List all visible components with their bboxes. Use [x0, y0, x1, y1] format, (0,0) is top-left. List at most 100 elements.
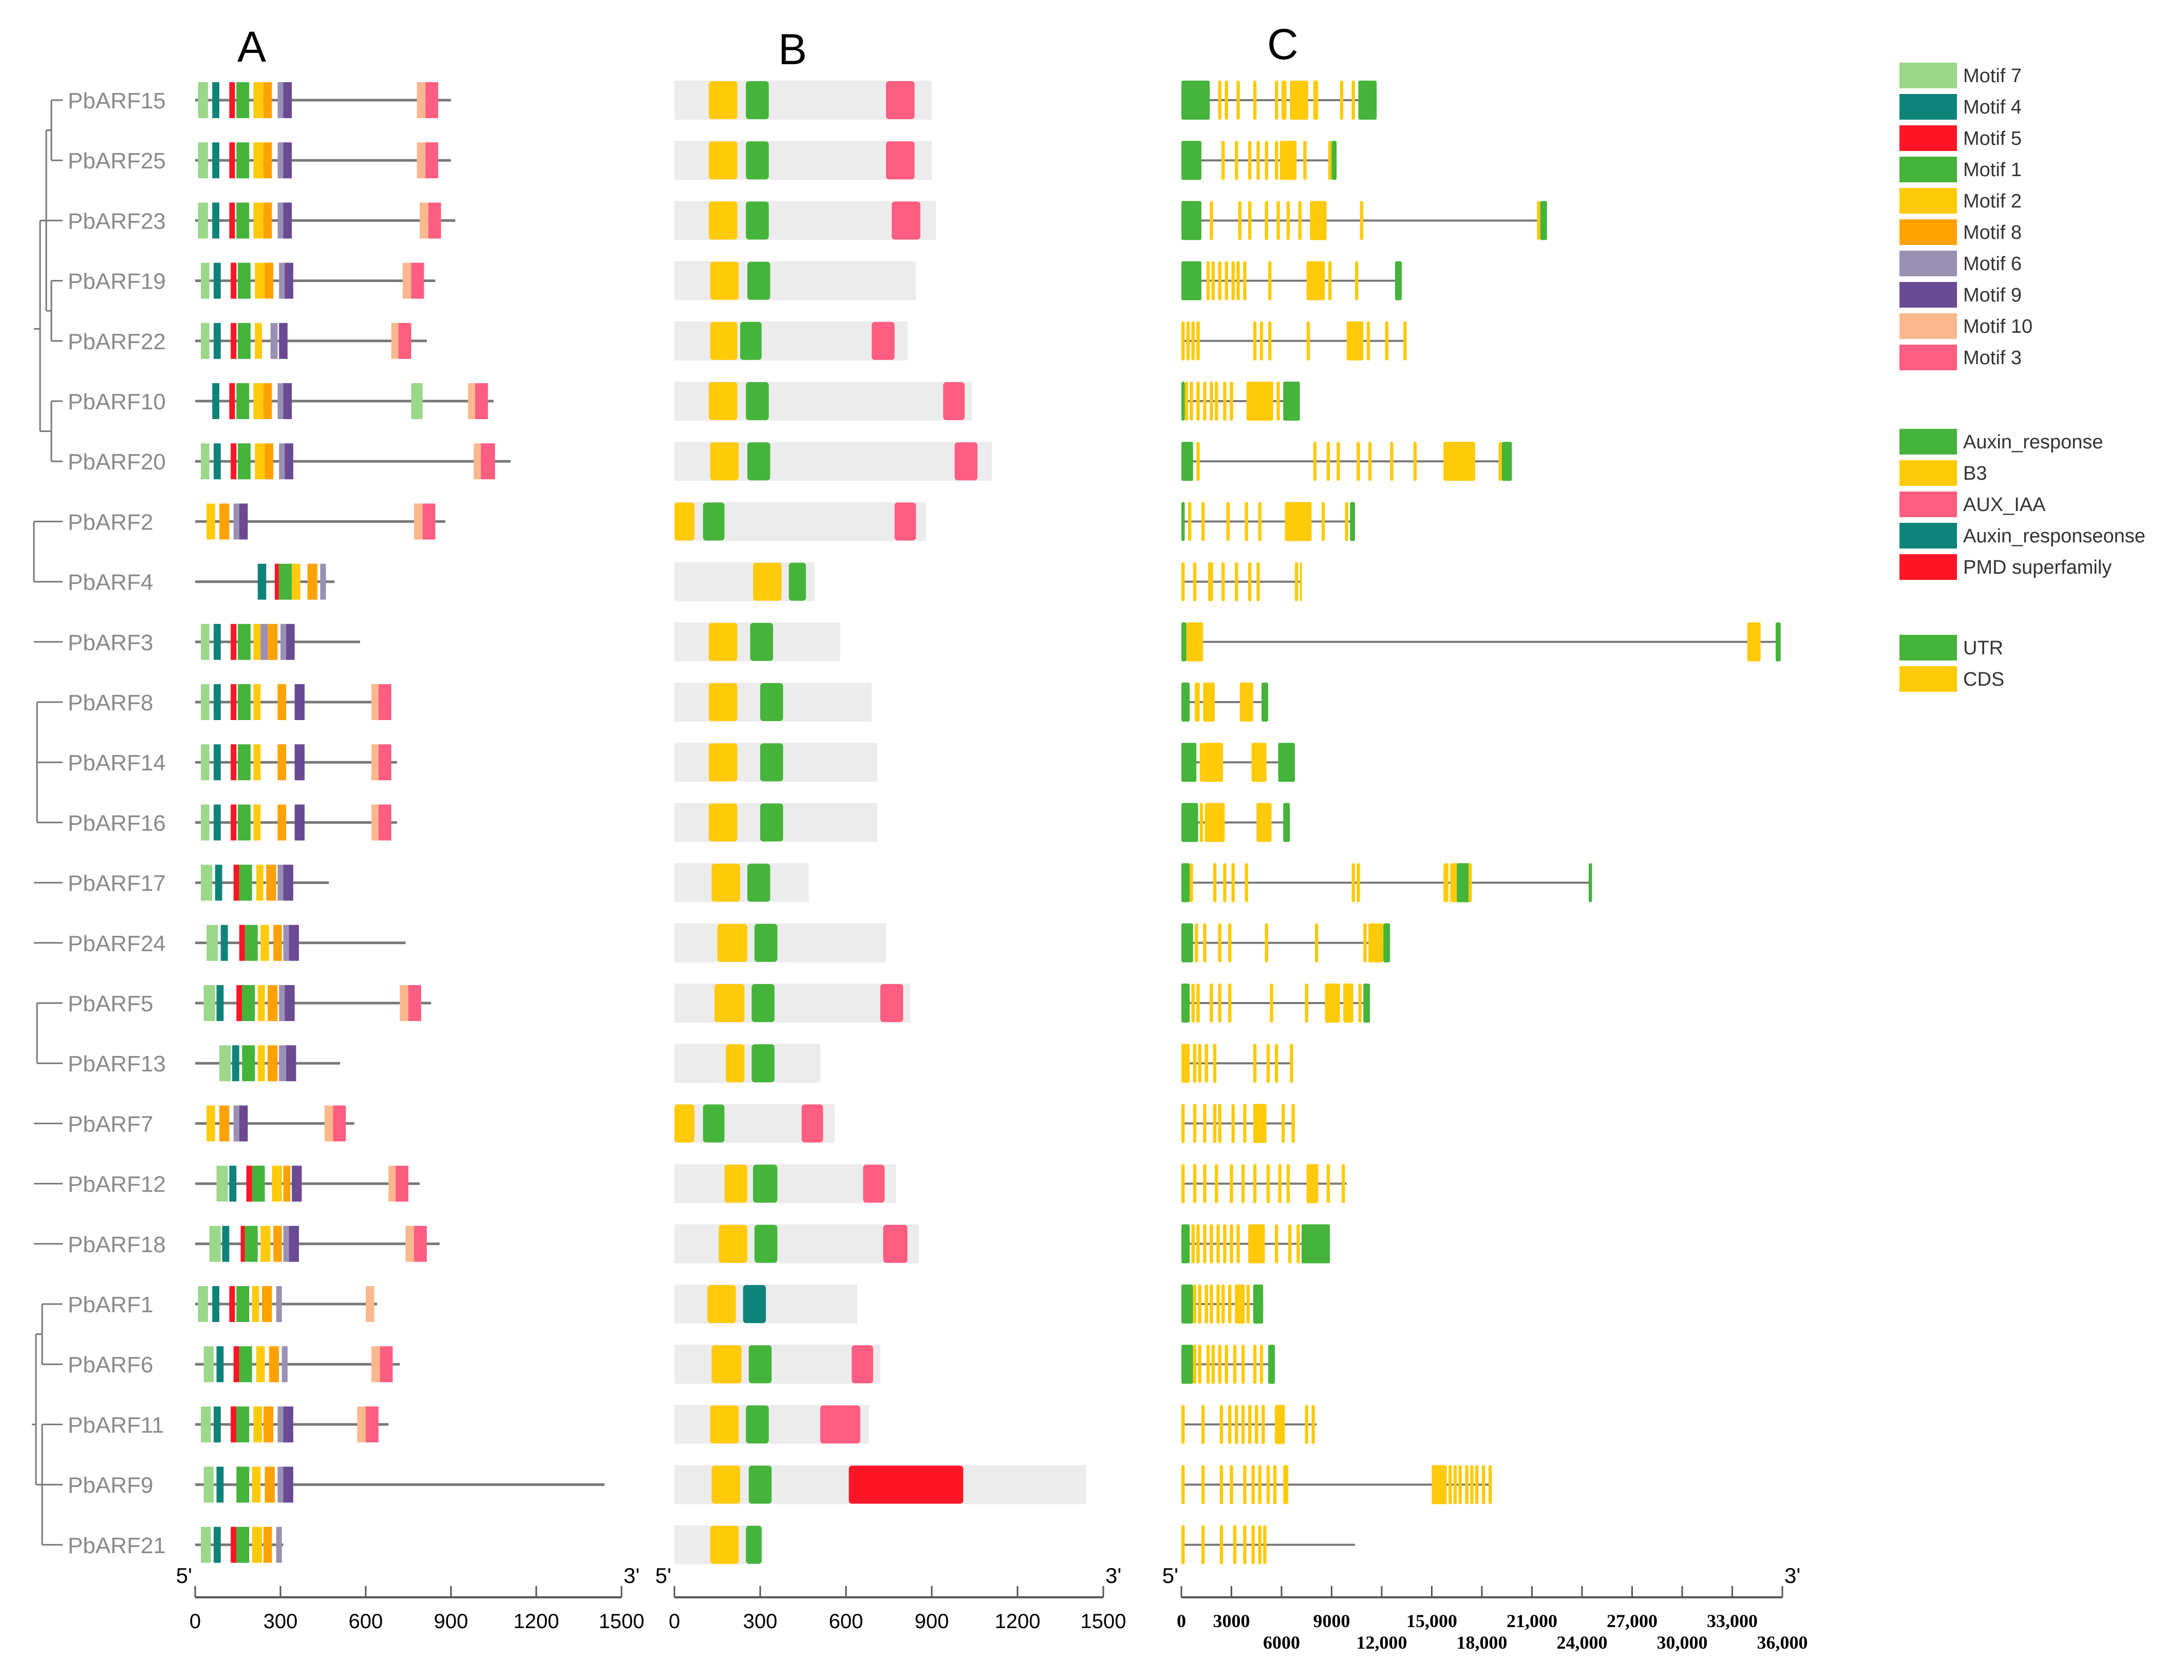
- legend-domain-label: AUX_IAA: [1963, 494, 2046, 516]
- motif9-box: [285, 443, 293, 480]
- cds-exon: [1196, 382, 1200, 421]
- cds-exon: [1210, 201, 1213, 240]
- domain-row: [674, 1164, 896, 1203]
- cds-exon: [1448, 1465, 1452, 1504]
- auxin_response-domain: [740, 322, 762, 360]
- domain-row: [674, 863, 809, 902]
- motif1-box: [238, 744, 251, 781]
- motif-row: [195, 804, 397, 841]
- cds-exon: [1181, 1164, 1185, 1203]
- motif1-box: [236, 142, 250, 179]
- aux_iaa-domain: [894, 502, 916, 541]
- motif-row: [195, 985, 431, 1021]
- motif10-box: [371, 804, 379, 841]
- axis-b-tick-label: 1500: [1081, 1610, 1126, 1633]
- cds-exon: [1241, 1405, 1245, 1444]
- motif3-box: [378, 744, 391, 781]
- cds-exon: [1357, 863, 1360, 902]
- legend-motif-label: Motif 7: [1963, 65, 2022, 87]
- motif8-box: [262, 1286, 272, 1322]
- axis-b-three-prime: 3': [1105, 1563, 1121, 1588]
- cds-exon: [1181, 1525, 1185, 1564]
- cds-exon: [1235, 562, 1238, 601]
- cds-exon: [1199, 803, 1203, 842]
- motif1-box: [239, 864, 252, 901]
- motif9-box: [285, 262, 293, 299]
- auxin_response-domain: [760, 683, 783, 721]
- cds-exon: [1357, 442, 1360, 481]
- cds-exon: [1306, 261, 1325, 300]
- cds-exon: [1258, 1465, 1262, 1504]
- pmd-domain: [849, 1465, 964, 1504]
- b3-domain: [711, 1465, 741, 1504]
- cds-exon: [1218, 984, 1221, 1023]
- motif8-box: [265, 1466, 275, 1503]
- motif9-box: [286, 624, 295, 660]
- b3-domain: [710, 442, 739, 481]
- motif4-box: [213, 624, 221, 660]
- utr-exon: [1589, 863, 1592, 902]
- b3-domain: [707, 1285, 736, 1323]
- cds-exon: [1282, 81, 1287, 120]
- motif-row: [195, 142, 451, 179]
- b3-domain: [753, 562, 782, 601]
- cds-exon: [1231, 261, 1235, 300]
- motif10-box: [371, 1346, 380, 1383]
- motif4-box: [213, 804, 221, 841]
- motif9-box: [283, 1466, 293, 1503]
- motif9-box: [283, 142, 292, 179]
- cds-exon: [1351, 863, 1355, 902]
- axis-a-tick-label: 900: [434, 1610, 468, 1633]
- gene-structure-row: [1181, 141, 1337, 180]
- cds-exon: [1210, 984, 1213, 1023]
- gene-structure-row: [1181, 683, 1268, 722]
- utr-exon: [1253, 1285, 1264, 1324]
- cds-exon: [1233, 1525, 1237, 1564]
- utr-exon: [1181, 863, 1190, 902]
- motif8-box: [268, 624, 278, 660]
- cds-exon: [1196, 1224, 1200, 1263]
- domain-row: [674, 1104, 835, 1143]
- motif5-box: [246, 1165, 252, 1202]
- cds-exon: [1747, 622, 1761, 662]
- cds-exon: [1265, 923, 1268, 962]
- cds-exon: [1210, 382, 1213, 421]
- b3-domain: [719, 1224, 747, 1263]
- motif7-box: [206, 924, 218, 961]
- cds-exon: [1300, 562, 1302, 601]
- b3-domain: [711, 1345, 742, 1384]
- axis-b-tick-label: 300: [743, 1610, 778, 1633]
- motif2-box: [255, 443, 265, 480]
- cds-exon: [1278, 1164, 1282, 1203]
- motif-row: [195, 684, 391, 720]
- cds-exon: [1256, 803, 1272, 842]
- axis-b-tick-label: 1200: [995, 1610, 1041, 1633]
- cds-exon: [1181, 1465, 1185, 1504]
- gene-structure-row: [1181, 81, 1377, 120]
- motif4-box: [213, 1406, 221, 1443]
- b3-domain: [710, 1405, 739, 1444]
- gene-label: PbARF16: [68, 810, 166, 836]
- auxin_response-domain: [747, 261, 770, 300]
- cds-exon: [1303, 141, 1307, 180]
- gene-label: PbARF23: [68, 209, 166, 234]
- motif-row: [195, 503, 445, 540]
- cds-exon: [1322, 502, 1325, 541]
- axis-a-tick-label: 1500: [599, 1610, 645, 1633]
- gene-structure-row: [1181, 1525, 1355, 1564]
- auxin_response-domain: [751, 1044, 775, 1083]
- domain-row: [674, 442, 992, 481]
- motif10-box: [474, 443, 481, 480]
- motif5-box: [229, 1286, 235, 1322]
- motif9-box: [286, 1045, 296, 1082]
- cds-exon: [1184, 382, 1188, 421]
- motif6-box: [280, 624, 287, 660]
- axis-c-tick-label: 0: [1177, 1611, 1186, 1631]
- aux_iaa-domain: [883, 1224, 908, 1263]
- motif2-box: [253, 684, 261, 720]
- cds-exon: [1275, 81, 1278, 120]
- axis-a-tick-label: 300: [263, 1610, 298, 1633]
- motif3-box: [411, 262, 424, 299]
- motif10-box: [388, 1165, 396, 1202]
- cds-exon: [1290, 1044, 1293, 1083]
